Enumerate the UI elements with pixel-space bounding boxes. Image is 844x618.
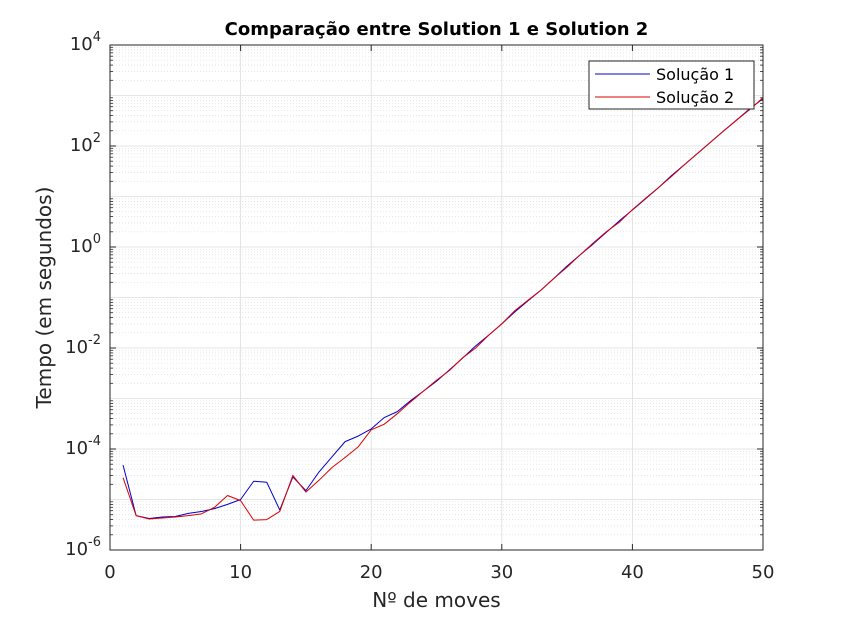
y-tick-label: 10-2 xyxy=(65,333,101,358)
y-tick-label: 10-6 xyxy=(65,535,101,560)
x-tick-label: 0 xyxy=(104,562,115,583)
grid xyxy=(109,44,764,551)
y-tick-label: 102 xyxy=(70,131,101,156)
axis-ticks: 0 10 20 30 40 50 10-6 10-4 10-2 100 102 104 xyxy=(65,30,774,583)
chart-title: Comparação entre Solution 1 e Solution 2 xyxy=(225,19,649,40)
legend: Solução 1 Solução 2 xyxy=(588,60,755,110)
y-tick-label: 100 xyxy=(70,232,101,257)
x-tick-label: 10 xyxy=(229,562,252,583)
y-axis-label: Tempo (em segundos) xyxy=(32,187,56,410)
x-axis-label: Nº de moves xyxy=(372,588,500,612)
x-tick-label: 20 xyxy=(360,562,383,583)
legend-box xyxy=(588,60,755,110)
legend-entry-solucao-2: Solução 2 xyxy=(656,88,734,107)
x-tick-label: 50 xyxy=(752,562,775,583)
x-tick-label: 40 xyxy=(621,562,644,583)
plot-frame xyxy=(109,44,764,551)
series-layer xyxy=(122,97,764,521)
y-tick-label: 10-4 xyxy=(65,434,101,459)
legend-entry-solucao-1: Solução 1 xyxy=(656,65,734,84)
y-tick-label: 104 xyxy=(70,30,101,55)
x-tick-label: 30 xyxy=(490,562,513,583)
series-line-2 xyxy=(122,97,764,521)
